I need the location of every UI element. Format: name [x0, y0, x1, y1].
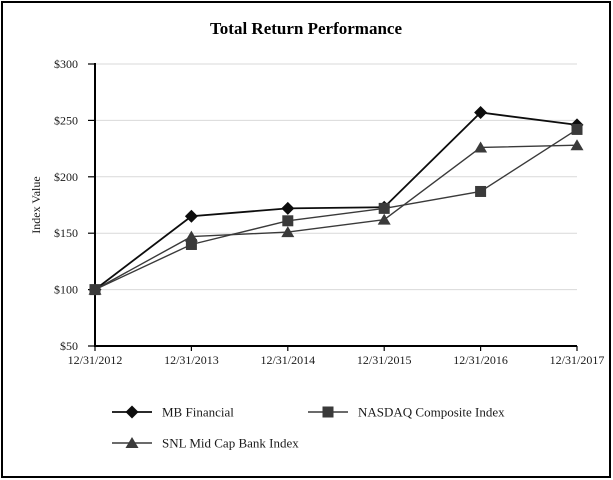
series-snl-mid-cap-bank-index: [88, 139, 584, 295]
nasdaq-composite-index-line: [94, 128, 578, 291]
nasdaq-composite-index-legend-label: NASDAQ Composite Index: [358, 405, 505, 420]
chart-title: Total Return Performance: [210, 19, 402, 38]
y-tick-label-100: $100: [54, 283, 78, 297]
mb-financial-diamond-marker: [281, 201, 295, 215]
snl-mid-cap-bank-index-triangle-marker: [88, 283, 102, 295]
legend-item-mb-financial: MB Financial: [112, 405, 234, 420]
snl-mid-cap-bank-index-triangle-marker: [377, 213, 391, 225]
nasdaq-composite-index-square-marker: [282, 215, 294, 227]
snl-mid-cap-bank-index-triangle-marker: [570, 139, 584, 151]
legend-item-snl-mid-cap-bank-index: SNL Mid Cap Bank Index: [112, 436, 299, 451]
mb-financial-legend-label: MB Financial: [162, 405, 234, 420]
axes: [94, 63, 577, 347]
x-tick-label-12-31-2017: 12/31/2017: [550, 353, 605, 367]
series-mb-financial: [88, 106, 584, 297]
snl-mid-cap-bank-index-legend-triangle-marker: [125, 437, 139, 448]
y-tick-label-250: $250: [54, 113, 78, 127]
snl-mid-cap-bank-index-triangle-marker: [281, 226, 295, 238]
y-tick-label-300: $300: [54, 57, 78, 71]
nasdaq-composite-index-square-marker: [185, 238, 197, 250]
nasdaq-composite-index-legend-square-marker: [322, 406, 334, 418]
mb-financial-line: [94, 111, 578, 291]
mb-financial-diamond-marker: [184, 209, 198, 223]
x-axis-ticks: 12/31/2012 12/31/2013 12/31/2014 12/31/2015…: [68, 346, 605, 367]
legend-item-nasdaq-composite-index: NASDAQ Composite Index: [308, 405, 505, 420]
data-series: [88, 106, 584, 297]
gridlines: [95, 63, 577, 291]
snl-mid-cap-bank-index-line: [94, 144, 578, 291]
nasdaq-composite-index-square-marker: [378, 202, 390, 214]
x-tick-label-12-31-2013: 12/31/2013: [164, 353, 219, 367]
snl-mid-cap-bank-index-triangle-marker: [474, 141, 488, 153]
y-tick-label-50: $50: [60, 339, 78, 353]
mb-financial-diamond-marker: [474, 106, 488, 120]
x-tick-label-12-31-2016: 12/31/2016: [453, 353, 508, 367]
y-axis-ticks: $50 $100 $150 $200 $250 $300: [54, 57, 95, 353]
series-nasdaq-composite-index: [89, 123, 583, 296]
nasdaq-composite-index-square-marker: [571, 123, 583, 135]
snl-mid-cap-bank-index-triangle-marker: [184, 230, 198, 242]
nasdaq-composite-index-square-marker: [475, 185, 487, 197]
y-axis-label: Index Value: [29, 176, 43, 233]
x-tick-label-12-31-2012: 12/31/2012: [68, 353, 123, 367]
mb-financial-legend-diamond-marker: [125, 405, 139, 419]
x-tick-label-12-31-2014: 12/31/2014: [260, 353, 315, 367]
y-tick-label-150: $150: [54, 226, 78, 240]
y-tick-label-200: $200: [54, 170, 78, 184]
snl-mid-cap-bank-index-legend-label: SNL Mid Cap Bank Index: [162, 436, 299, 451]
legend: MB Financial NASDAQ Composite Index SNL Mi…: [112, 405, 505, 451]
x-tick-label-12-31-2015: 12/31/2015: [357, 353, 412, 367]
